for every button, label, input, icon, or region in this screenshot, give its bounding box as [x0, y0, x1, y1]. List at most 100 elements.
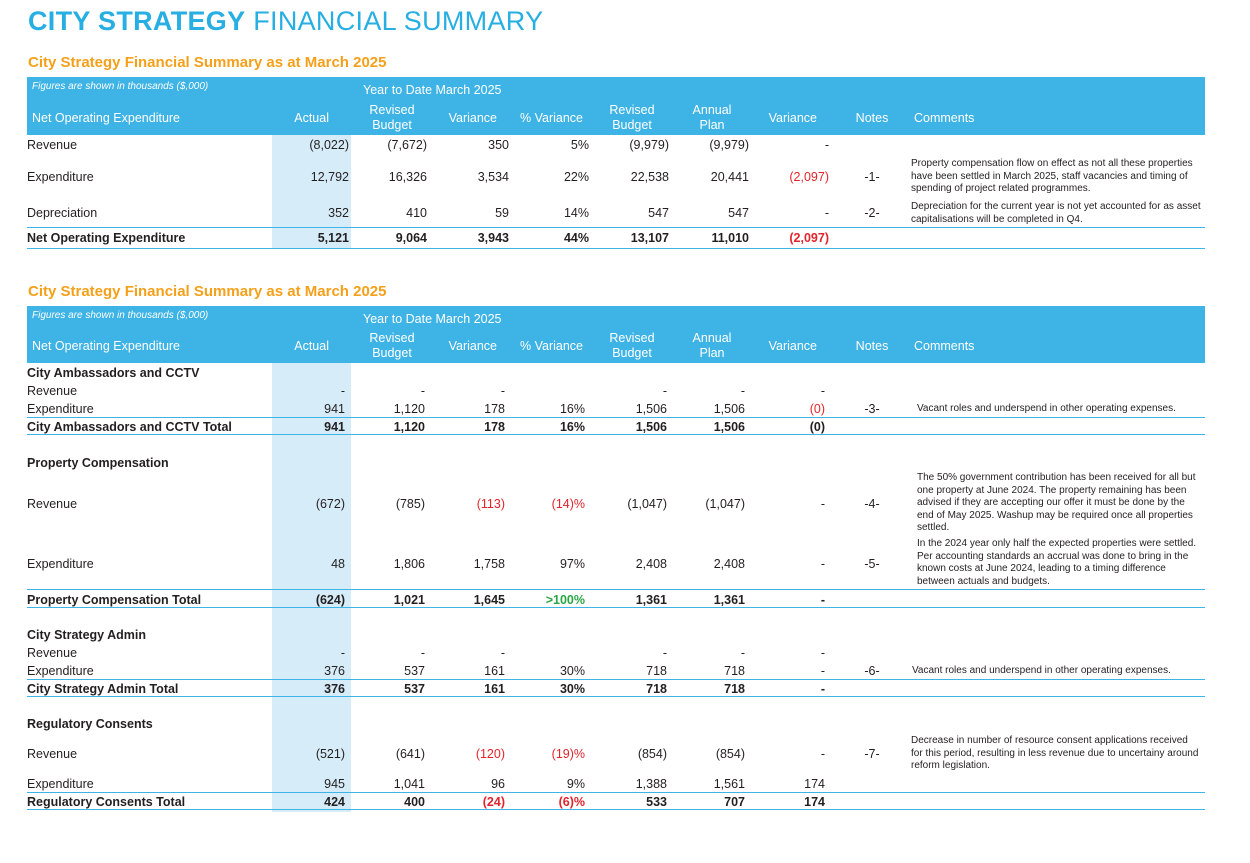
group-name: Regulatory Consents — [27, 717, 153, 731]
comment: Vacant roles and underspend in other ope… — [917, 403, 1176, 414]
cell-actual: (672) — [315, 497, 345, 511]
cell-variance-2: - — [820, 664, 825, 678]
cell-note: -2- — [864, 206, 880, 220]
table2-title: City Strategy Financial Summary as at Ma… — [28, 283, 387, 300]
cell-revised-budget: 410 — [406, 206, 427, 220]
cell-revised-budget-2: 1,361 — [635, 593, 667, 607]
cell-annual-plan: 20,441 — [710, 170, 749, 184]
group-name: City Strategy Admin — [27, 628, 147, 642]
cell-revised-budget-2: 1,388 — [635, 777, 667, 791]
cell-revised-budget-2: 2,408 — [635, 557, 667, 571]
cell-pct-variance: (19)% — [551, 747, 585, 761]
group-name: Property Compensation — [27, 456, 169, 470]
cell-variance-2: - — [824, 206, 829, 220]
header-revised-budget-2: Revised Budget — [609, 331, 655, 360]
cell-pct-variance: 97% — [559, 557, 585, 571]
cell-revised-budget: (641) — [395, 747, 425, 761]
cell-revised-budget: 1,041 — [393, 777, 425, 791]
cell-revised-budget: 537 — [404, 682, 425, 696]
cell-variance-2: (2,097) — [789, 170, 829, 184]
cell-variance: 350 — [488, 138, 509, 152]
cell-pct-variance: 30% — [559, 664, 585, 678]
page-title-bold: CITY STRATEGY — [28, 6, 246, 36]
cell-pct-variance: 14% — [563, 206, 589, 220]
cell-note: -5- — [864, 557, 880, 571]
cell-revised-budget-2: 1,506 — [635, 402, 667, 416]
cell-revised-budget-2: (854) — [637, 747, 667, 761]
comment: Decrease in number of resource consent a… — [911, 735, 1199, 771]
cell-variance: (113) — [476, 497, 505, 511]
cell-variance: 1,758 — [473, 557, 505, 571]
row-label: City Strategy Admin Total — [27, 682, 179, 696]
cell-annual-plan: - — [740, 384, 745, 398]
cell-revised-budget: 400 — [404, 795, 425, 809]
cell-revised-budget-2: - — [662, 384, 667, 398]
cell-actual: 352 — [328, 206, 349, 220]
divider — [27, 417, 1205, 418]
cell-variance: 59 — [495, 206, 509, 220]
row-label: Expenditure — [27, 664, 94, 678]
cell-variance: 1,645 — [473, 593, 505, 607]
header-label: Net Operating Expenditure — [32, 111, 181, 125]
ytd-label: Year to Date March 2025 — [363, 312, 502, 326]
cell-actual: 376 — [324, 664, 345, 678]
cell-variance: 96 — [491, 777, 505, 791]
cell-variance: (120) — [475, 747, 505, 761]
cell-pct-variance: (14)% — [551, 497, 585, 511]
header-annual-plan: Annual Plan — [692, 331, 732, 360]
cell-revised-budget: - — [420, 384, 425, 398]
row-label: Revenue — [27, 138, 78, 152]
cell-annual-plan: 2,408 — [713, 557, 745, 571]
cell-actual: - — [340, 646, 345, 660]
row-label: Depreciation — [27, 206, 98, 220]
figures-note: Figures are shown in thousands ($,000) — [32, 81, 209, 92]
row-label: Expenditure — [27, 170, 94, 184]
divider — [27, 589, 1205, 590]
cell-revised-budget: (7,672) — [387, 138, 427, 152]
row-label: Expenditure — [27, 777, 94, 791]
header-variance: Variance — [448, 339, 497, 353]
cell-pct-variance: 16% — [559, 402, 585, 416]
cell-note: -7- — [864, 747, 880, 761]
cell-variance-2: - — [820, 682, 825, 696]
divider — [27, 792, 1205, 793]
header-pct-variance: % Variance — [520, 339, 583, 353]
row-label: Expenditure — [27, 557, 94, 571]
header-notes: Notes — [855, 339, 889, 353]
cell-revised-budget-2: 13,107 — [630, 231, 669, 245]
cell-variance: - — [500, 646, 505, 660]
table1-title: City Strategy Financial Summary as at Ma… — [28, 54, 387, 71]
cell-revised-budget-2: (1,047) — [627, 497, 667, 511]
row-label: Revenue — [27, 646, 78, 660]
cell-actual: (521) — [315, 747, 345, 761]
cell-actual: - — [340, 384, 345, 398]
header-label: Net Operating Expenditure — [32, 339, 181, 353]
divider — [27, 696, 1205, 697]
cell-variance: 161 — [484, 682, 505, 696]
cell-revised-budget: 16,326 — [388, 170, 427, 184]
cell-revised-budget: - — [420, 646, 425, 660]
header-variance-2: Variance — [768, 111, 817, 125]
cell-pct-variance: 9% — [566, 777, 585, 791]
cell-pct-variance: 30% — [559, 682, 585, 696]
comment: The 50% government contribution has been… — [917, 472, 1196, 533]
cell-variance: 178 — [484, 402, 505, 416]
cell-annual-plan: 11,010 — [711, 231, 749, 245]
divider — [27, 434, 1205, 435]
page-title: CITY STRATEGY FINANCIAL SUMMARY — [28, 6, 543, 37]
page-title-light: FINANCIAL SUMMARY — [253, 6, 544, 36]
cell-annual-plan: 1,506 — [713, 402, 745, 416]
cell-revised-budget: 1,806 — [393, 557, 425, 571]
actual-column-band — [272, 135, 351, 248]
comment: Depreciation for the current year is not… — [911, 201, 1201, 225]
comment: Vacant roles and underspend in other ope… — [912, 665, 1171, 676]
divider — [27, 607, 1205, 608]
cell-variance: 3,943 — [477, 231, 509, 245]
cell-revised-budget-2: - — [662, 646, 667, 660]
cell-actual: (8,022) — [309, 138, 349, 152]
cell-variance-2: - — [820, 646, 825, 660]
cell-variance: - — [500, 384, 505, 398]
row-label: Revenue — [27, 747, 78, 761]
header-comments: Comments — [914, 339, 975, 353]
cell-revised-budget: 1,021 — [393, 593, 425, 607]
